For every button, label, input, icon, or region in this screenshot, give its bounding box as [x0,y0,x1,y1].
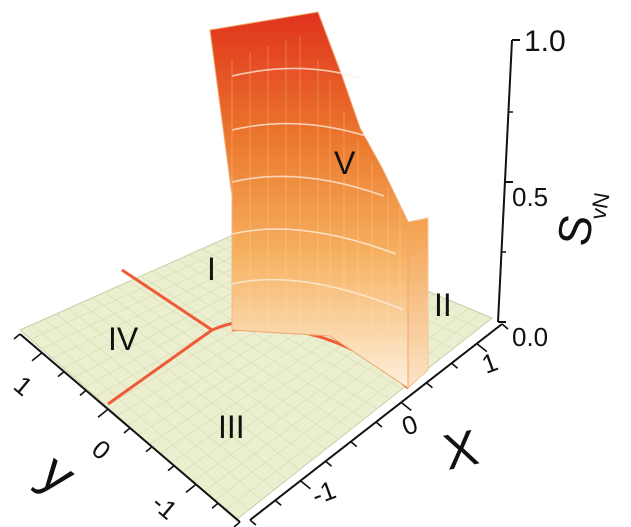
region-label-III: III [218,409,245,445]
z-tick-label-top: 1.0 [524,25,566,58]
region-labels: I II III IV V [108,145,452,445]
floor-grid-line [224,312,481,511]
surface-contour-line [231,228,397,255]
x-tick [501,323,509,330]
x-tick [249,519,257,526]
y-tick-label-0: 0 [86,434,116,466]
surface-V [209,11,429,390]
x-tick [274,499,282,507]
surface-contour-line [231,175,385,197]
x-tick [299,480,311,490]
y-tick [79,389,87,397]
y-tick [233,521,241,527]
x-tick [400,401,412,412]
x-tick [451,362,459,369]
x-tick-label-0: 0 [398,408,422,441]
surface-contour-line [231,278,405,311]
surface-contour-line [231,122,373,139]
y-axis-label: y [29,442,87,506]
region-label-I: I [207,251,216,287]
surface-contours [231,67,405,311]
x-tick-label-1: 1 [478,346,502,379]
surface-meshlines [231,36,401,384]
y-tick [57,370,65,378]
y-tick-label-neg1: -1 [146,488,183,526]
y-tick [123,427,131,434]
y-tick [167,464,175,472]
z-axis-label-sub: vN [585,191,614,222]
x-tick-label-neg1: -1 [308,475,340,511]
y-tick [145,446,153,453]
y-tick [13,333,21,340]
y-tick [97,408,109,418]
x-ticks [249,323,509,526]
z-axis: 1.0 0.5 0.0 S vN [497,25,615,352]
y-tick [31,352,43,362]
y-ticks [13,333,241,527]
floor-grid-line [152,270,378,410]
x-tick [375,421,383,428]
y-tick [185,483,197,494]
region-label-V: V [334,145,356,181]
x-tick [476,342,488,353]
y-tick-label-1: 1 [8,370,38,402]
region-label-IV: IV [108,321,139,357]
z-tick-label-bottom: 0.0 [512,322,548,352]
surface-contour-line [231,67,361,79]
x-tick [325,460,333,467]
x-axis-label: X [439,419,483,481]
z-tick-label-mid: 0.5 [512,182,548,212]
y-tick [211,502,219,509]
surface-side [407,217,429,390]
x-tick [425,382,433,389]
region-label-II: II [434,287,452,323]
boundary-I-IV [121,268,213,332]
x-tick [350,440,358,448]
boundary-IV-III [107,328,213,406]
